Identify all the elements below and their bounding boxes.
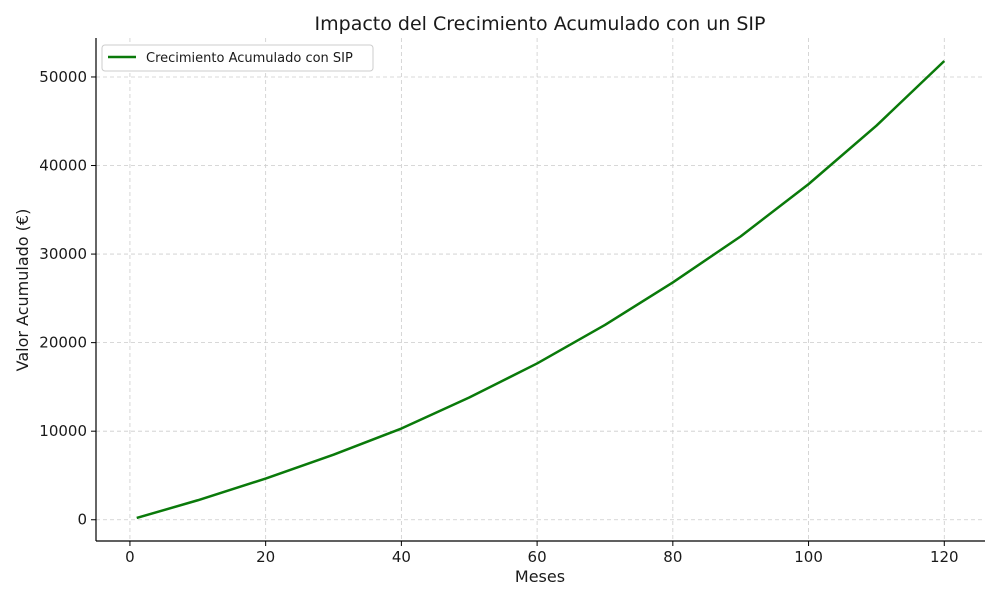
legend-box [101,44,374,72]
grid-layer [96,38,985,541]
y-tick-label-3: 30000 [39,245,87,263]
x-tick-label-2: 40 [392,548,411,566]
y-tick-label-0: 0 [77,511,87,529]
series-line-0 [136,60,946,520]
x-axis-label: Meses [515,567,565,586]
y-tick-label-5: 50000 [39,68,87,86]
axes-layer [95,38,985,542]
x-tick-label-3: 60 [528,548,547,566]
legend: Crecimiento Acumulado con SIP [101,44,374,72]
x-tick-label-0: 0 [125,548,135,566]
chart-title: Impacto del Crecimiento Acumulado con un… [315,13,766,35]
x-tick-label-4: 80 [663,548,682,566]
y-tick-label-1: 10000 [39,422,87,440]
y-tick-label-2: 20000 [39,334,87,352]
x-tick-label-6: 120 [930,548,959,566]
ticks-layer: 0 20 40 60 80 100 120 0 10000 20000 30000 40000 5000… [39,68,958,566]
legend-entry-label: Crecimiento Acumulado con SIP [146,51,353,66]
x-tick-label-1: 20 [256,548,275,566]
y-tick-label-4: 40000 [39,157,87,175]
y-axis-label: Valor Acumulado (€) [13,209,32,372]
series-layer [136,60,946,520]
x-tick-label-5: 100 [794,548,823,566]
